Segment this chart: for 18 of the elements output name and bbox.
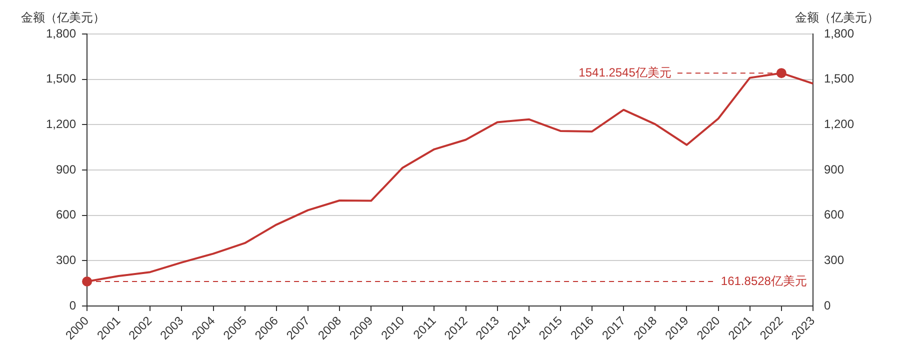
- y-tick-label: 300: [56, 252, 76, 267]
- y2-tick-label: 300: [824, 252, 844, 267]
- ref-line-label: 161.8528亿美元: [720, 274, 807, 288]
- y-tick-label: 900: [56, 162, 76, 176]
- y2-tick-label: 1,500: [824, 72, 854, 86]
- y-tick-label: 1,800: [46, 26, 76, 40]
- ref-line-label: 1541.2545亿美元: [578, 65, 672, 80]
- y2-axis-title: 金额（亿美元）: [794, 10, 879, 24]
- y-tick-label: 1,500: [46, 72, 76, 86]
- y2-tick-label: 0: [824, 298, 831, 312]
- y2-tick-label: 1,800: [824, 26, 854, 40]
- y-axis-title: 金额（亿美元）: [21, 10, 106, 24]
- y-tick-label: 0: [69, 298, 76, 312]
- y2-tick-label: 900: [824, 162, 844, 176]
- y-tick-label: 600: [56, 208, 76, 222]
- y2-tick-label: 600: [824, 208, 844, 222]
- y2-tick-label: 1,200: [824, 116, 854, 131]
- y-tick-label: 1,200: [46, 116, 76, 131]
